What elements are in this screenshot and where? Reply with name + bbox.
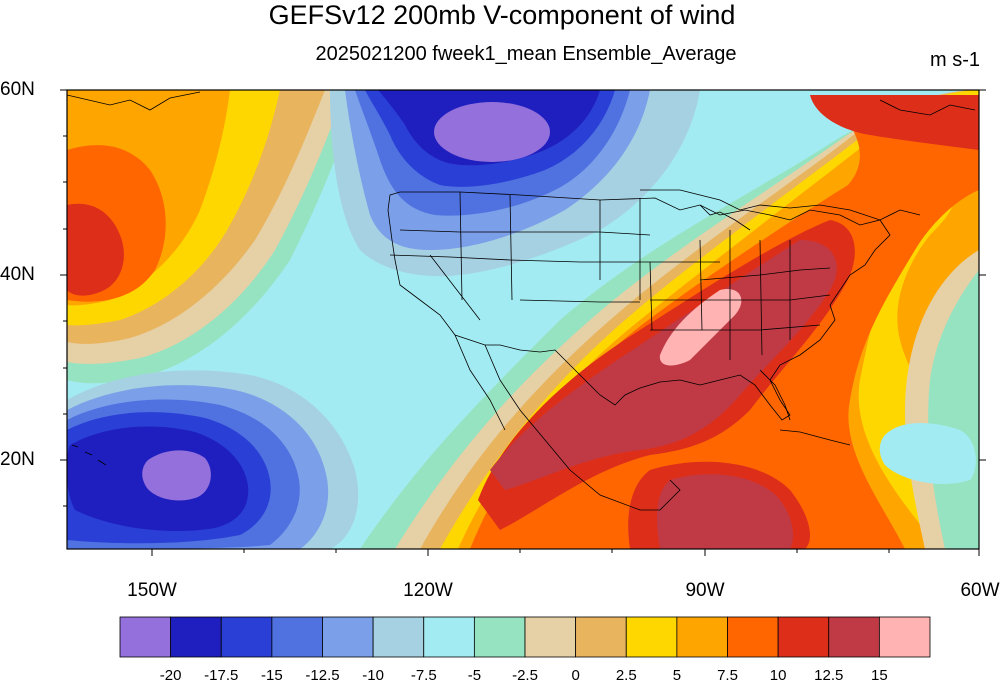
colorbar-tick-label: 2.5: [615, 667, 637, 684]
lat-label-40n: 40N: [0, 264, 35, 285]
colorbar-swatch: [878, 616, 931, 658]
colorbar-tick-label: -15: [261, 667, 283, 684]
colorbar-swatch: [473, 616, 526, 658]
figure-subtitle: 2025021200 fweek1_mean Ensemble_Average: [315, 43, 737, 65]
colorbar-swatch: [423, 616, 475, 658]
lon-label-150w: 150W: [127, 580, 177, 601]
lat-label-60n: 60N: [0, 79, 35, 100]
colorbar: [119, 616, 931, 658]
colorbar-tick-label: 12.5: [814, 667, 844, 684]
lat-label-20n: 20N: [0, 449, 35, 470]
lat-ticks: [60, 89, 986, 507]
colorbar-swatch: [575, 616, 627, 658]
figure-title: GEFSv12 200mb V-component of wind: [268, 0, 736, 30]
colorbar-tick-label: 10: [769, 667, 787, 684]
colorbar-swatch: [322, 616, 374, 658]
colorbar-tick-label: -5: [467, 667, 482, 684]
colorbar-swatch: [271, 616, 323, 658]
colorbar-swatch: [727, 616, 779, 658]
colorbar-swatch: [777, 616, 830, 658]
coastline-overlay: [67, 91, 976, 511]
colorbar-swatch: [372, 616, 425, 658]
lon-label-120w: 120W: [403, 580, 453, 601]
colorbar-tick-label: -7.5: [410, 667, 437, 684]
colorbar-swatch: [119, 616, 172, 658]
colorbar-swatch: [220, 616, 273, 658]
units-label: m s-1: [930, 49, 980, 71]
colorbar-tick-label: 15: [871, 667, 888, 684]
colorbar-tick-label: 5: [672, 667, 682, 684]
colorbar-tick-label: 0: [571, 667, 580, 684]
colorbar-swatch: [676, 616, 728, 658]
colorbar-tick-label: -2.5: [512, 667, 538, 684]
colorbar-tick-label: -12.5: [305, 667, 340, 684]
colorbar-swatch: [625, 616, 678, 658]
map-frame: [66, 89, 980, 550]
colorbar-swatch: [170, 616, 222, 658]
colorbar-tick-label: -20: [159, 667, 182, 684]
lon-label-90w: 90W: [685, 580, 725, 601]
colorbar-tick-label: -10: [362, 667, 384, 684]
colorbar-swatch: [828, 616, 880, 658]
lon-label-60w: 60W: [960, 580, 1000, 601]
colorbar-swatch: [524, 616, 577, 658]
colorbar-tick-label: 7.5: [717, 667, 738, 684]
colorbar-tick-label: -17.5: [204, 667, 239, 684]
lon-ticks: [151, 549, 980, 556]
contour-field: [67, 90, 979, 549]
